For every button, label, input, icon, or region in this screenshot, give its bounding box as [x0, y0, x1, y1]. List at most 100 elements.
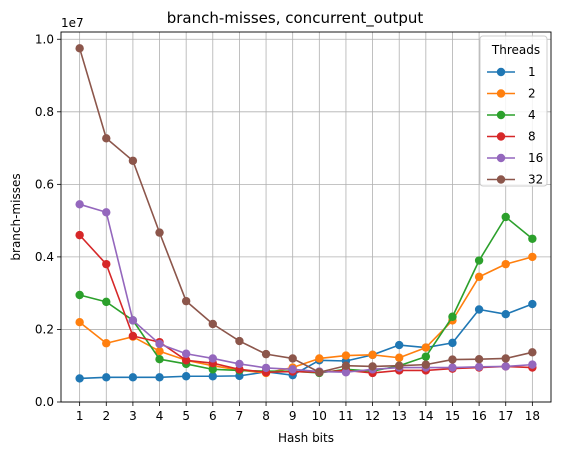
legend-swatch-marker	[496, 153, 506, 163]
legend-item: 8	[487, 130, 536, 144]
ticks: 1 2 3 4 5 6 7 8 9 10 11 12 13 14 15 16 17 180.00.20.40.60…	[35, 32, 540, 423]
legend-swatch-marker	[496, 89, 506, 98]
x-tick-label: 10	[312, 409, 327, 423]
data-point	[368, 362, 377, 371]
chart-title: branch-misses, concurrent_output	[167, 9, 424, 28]
data-point	[368, 350, 377, 360]
data-point	[395, 353, 404, 362]
legend-label: 16	[528, 151, 543, 165]
data-point	[208, 354, 217, 363]
legend-label: 32	[528, 173, 543, 187]
data-point	[181, 349, 191, 358]
x-tick-label: 9	[289, 409, 297, 423]
legend-item: 4	[487, 108, 536, 122]
y-scale-label: 1e7	[61, 16, 84, 30]
data-point	[155, 228, 164, 237]
data-point	[102, 297, 111, 307]
data-point	[501, 354, 510, 363]
data-point	[75, 44, 84, 53]
data-point	[128, 316, 138, 325]
data-point	[75, 290, 84, 300]
series-line	[78, 48, 533, 374]
x-tick-label: 12	[365, 409, 380, 423]
plot-frame	[60, 31, 552, 403]
x-tick-label: 7	[236, 409, 244, 423]
data-point	[102, 208, 111, 217]
data-point	[341, 361, 351, 370]
series-line	[79, 303, 533, 380]
x-tick-label: 17	[498, 409, 513, 423]
legend-label: 1	[528, 65, 536, 79]
x-tick-label: 11	[338, 409, 353, 423]
series-line	[79, 234, 533, 374]
series-2	[75, 252, 537, 378]
data-point	[235, 336, 244, 346]
x-tick-label: 14	[418, 409, 433, 423]
data-point	[421, 352, 431, 361]
series-32	[75, 44, 537, 377]
x-tick-label: 6	[209, 409, 217, 423]
data-point	[155, 354, 164, 364]
legend-box	[479, 35, 548, 187]
x-tick-label: 18	[525, 409, 540, 423]
x-tick-label: 8	[262, 409, 270, 423]
legend-label: 2	[528, 87, 536, 101]
data-point	[395, 340, 404, 350]
data-point	[474, 305, 484, 314]
x-tick-label: 13	[392, 409, 407, 423]
data-point	[261, 349, 271, 359]
x-axis-label: Hash bits	[278, 431, 334, 445]
data-point	[155, 339, 164, 349]
data-point	[474, 362, 484, 372]
series-line	[79, 203, 533, 374]
y-axis-label: branch-misses	[9, 173, 23, 260]
data-point	[501, 362, 510, 371]
x-tick-label: 2	[102, 409, 110, 423]
legend-item: 2	[487, 87, 536, 101]
data-point	[474, 256, 484, 265]
x-tick-label: 3	[129, 409, 137, 423]
legend-label: 8	[528, 130, 536, 144]
data-point	[448, 312, 457, 321]
series-line	[79, 216, 533, 374]
data-point	[501, 310, 510, 319]
data-point	[448, 355, 457, 364]
data-point	[75, 317, 84, 327]
data-point	[528, 252, 537, 262]
y-tick-label: 0.6	[35, 177, 54, 191]
data-point	[261, 363, 271, 373]
data-point	[395, 361, 404, 370]
data-point	[448, 338, 457, 348]
y-tick-label: 0.0	[35, 395, 54, 409]
data-point	[75, 374, 84, 383]
legend-swatch-marker	[496, 132, 506, 141]
legend-item: 1	[487, 65, 536, 79]
data-point	[102, 134, 111, 143]
data-point	[235, 359, 244, 369]
y-tick-label: 0.8	[35, 105, 54, 119]
legend-swatch-marker	[496, 110, 506, 120]
data-point	[528, 234, 537, 243]
data-point	[181, 356, 191, 365]
x-tick-label: 15	[445, 409, 460, 423]
x-tick-label: 4	[156, 409, 164, 423]
data-point	[341, 351, 351, 360]
data-point	[128, 331, 138, 341]
data-point	[448, 363, 457, 372]
data-point	[288, 365, 297, 374]
data-point	[208, 319, 217, 329]
data-point	[315, 368, 324, 377]
data-point	[288, 354, 297, 363]
grid	[61, 32, 551, 403]
data-point	[181, 296, 191, 306]
data-point	[421, 360, 431, 369]
data-point	[102, 339, 111, 348]
legend-swatch-marker	[496, 67, 506, 77]
data-point	[75, 200, 84, 209]
data-point	[208, 365, 217, 374]
data-point	[315, 354, 324, 363]
data-point	[208, 372, 217, 381]
series-16	[75, 200, 537, 377]
y-tick-label: 0.4	[35, 250, 54, 264]
